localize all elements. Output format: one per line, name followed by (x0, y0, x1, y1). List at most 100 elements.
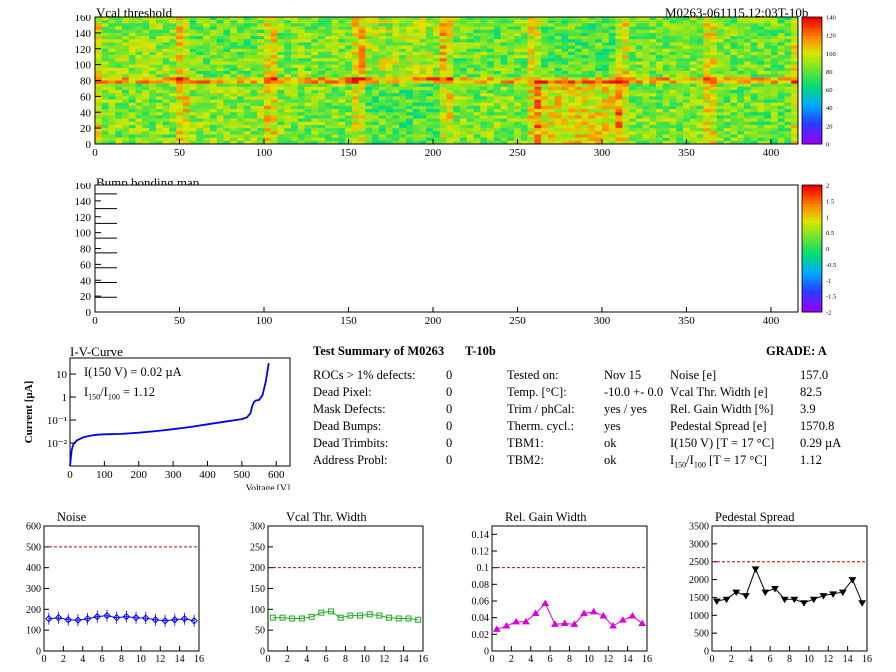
bump-scale-tick-3: 0.5 (826, 230, 834, 237)
summary-left-row-0-value: 0 (446, 368, 453, 382)
small-chart-2-ytick-7: 0.14 (472, 530, 490, 541)
bump-scale-tick-4: 0 (826, 246, 829, 253)
small-chart-3-ytick-4: 2000 (689, 575, 709, 586)
summary-right-row-1-label: Vcal Thr. Width [e] (670, 385, 768, 399)
vcal-xtick-5: 250 (509, 147, 526, 159)
bump-scale-tick-8: -2 (826, 310, 831, 317)
small-chart-2-xtick-2: 4 (528, 654, 533, 665)
small-chart-3-xtick-4: 8 (787, 654, 792, 665)
summary-right-row-0-label: Noise [e] (670, 368, 717, 382)
small-chart-3-point-0 (712, 598, 721, 605)
iv-xtick-1: 100 (96, 469, 113, 481)
iv-xlabel: Voltage [V] (246, 484, 290, 490)
summary-mid-row-3-value: yes (604, 419, 621, 433)
summary-tag: T-10b (465, 344, 496, 358)
small-chart-title-0: Noise (57, 510, 87, 524)
small-chart-2-xtick-3: 6 (548, 654, 553, 665)
small-chart-1-point-0 (269, 614, 276, 621)
small-chart-3-ytick-3: 1500 (689, 593, 709, 604)
small-chart-1-xtick-7: 14 (399, 654, 409, 665)
bump-bonding-map: 0 50 100 150 200 250 300 350 4000204060801001201… (75, 183, 837, 327)
small-chart-2: 0 2 4 6 8 10 12 14 16 0 0.02 0.04 0.06 0.08 0.1 0.12 0.1… (472, 525, 652, 665)
summary-mid-row-1-label: Temp. [°C]: (507, 385, 567, 399)
small-chart-3-point-9 (800, 600, 808, 607)
small-chart-1-ytick-2: 100 (250, 605, 265, 616)
vcal-ytick-5: 100 (75, 60, 92, 72)
vcal-ytick-3: 60 (80, 91, 92, 103)
grade: GRADE: A (766, 344, 827, 358)
small-chart-1-point-10 (366, 611, 373, 618)
small-chart-3-ytick-6: 3000 (689, 539, 709, 550)
small-chart-3-ytick-2: 1000 (689, 611, 709, 622)
bump-xtick-3: 150 (340, 315, 357, 327)
bump-scale-tick-7: -1.5 (826, 294, 836, 301)
small-chart-3-point-8 (790, 596, 799, 604)
small-chart-3-point-5 (761, 589, 770, 597)
small-chart-0-ytick-3: 300 (26, 584, 41, 595)
small-chart-3-point-11 (819, 593, 828, 600)
vcal-xtick-1: 50 (174, 147, 186, 159)
vcal-xtick-0: 0 (92, 147, 98, 159)
vcal-ytick-2: 40 (80, 107, 92, 119)
summary-mid-row-3-label: Therm. cycl.: (507, 419, 574, 433)
small-chart-0-xtick-8: 16 (194, 654, 204, 665)
small-chart-1-xtick-6: 12 (379, 654, 389, 665)
summary-mid-row-2-label: Trim / phCal: (507, 402, 575, 416)
small-chart-3-point-7 (780, 596, 789, 604)
summary-right-row-0-value: 157.0 (800, 368, 829, 382)
small-chart-3-xtick-6: 12 (823, 654, 833, 665)
iv-ylabel: Current [µA] (23, 381, 35, 444)
small-chart-3-xtick-8: 16 (862, 654, 872, 665)
vcal-xtick-4: 200 (425, 147, 442, 159)
small-chart-3-xtick-0: 0 (710, 654, 715, 665)
small-chart-3-point-14 (848, 577, 857, 584)
vcal-ytick-4: 80 (80, 76, 92, 88)
summary-mid-row-0-label: Tested on: (507, 368, 559, 382)
iv-annotation-ratio: I150/I100 = 1.12 (84, 385, 155, 402)
small-chart-0-xtick-5: 10 (136, 654, 146, 665)
small-chart-2-point-9 (580, 609, 588, 616)
iv-xtick-3: 300 (165, 469, 182, 481)
bump-ytick-0: 0 (86, 307, 92, 319)
summary-left-row-3-label: Dead Bumps: (313, 419, 382, 433)
small-chart-1-series-line (272, 610, 419, 621)
small-chart-0-ytick-0: 0 (36, 647, 41, 658)
summary-right-row-2-value: 3.9 (800, 402, 816, 416)
bump-scale-tick-6: -1 (826, 278, 831, 285)
vcal-xtick-7: 350 (678, 147, 695, 159)
small-chart-1-point-1 (279, 614, 286, 621)
summary-right-row-4-value: 0.29 µA (800, 436, 842, 450)
small-chart-3: 0 2 4 6 8 10 12 14 16 0 500 1000 1500 2000 2500 3000 350… (689, 522, 872, 665)
small-chart-3-xtick-2: 4 (748, 654, 753, 665)
summary-right-row-3-value: 1570.8 (800, 419, 835, 433)
small-chart-3-series-line (716, 567, 863, 604)
bump-ytick-2: 40 (80, 275, 92, 287)
summary-left-row-4-value: 0 (446, 436, 453, 450)
summary-title: Test Summary of M0263 (313, 344, 445, 358)
summary-mid-row-5-value: ok (604, 453, 617, 467)
bump-ytick-7: 140 (75, 196, 92, 208)
small-chart-1-xtick-4: 8 (343, 654, 348, 665)
summary-right-row-4-label: I(150 V) [T = 17 °C] (670, 436, 775, 450)
bump-xtick-6: 300 (594, 315, 611, 327)
small-chart-0-xtick-7: 14 (175, 654, 185, 665)
vcal-threshold-map: 0 50 100 150 200 250 300 350 4000204060801001201… (75, 15, 836, 159)
small-chart-1-ytick-4: 200 (250, 563, 265, 574)
small-chart-1-point-2 (289, 615, 296, 622)
small-chart-0-ytick-6: 600 (26, 522, 41, 533)
bump-ytick-1: 20 (80, 291, 92, 303)
small-chart-1-point-14 (405, 615, 412, 622)
small-chart-1-xtick-8: 16 (418, 654, 428, 665)
small-chart-2-point-8 (570, 620, 579, 627)
small-chart-0-xtick-2: 4 (80, 654, 85, 665)
vcal-scale-tick-7: 0 (826, 142, 829, 149)
small-chart-1-xtick-1: 2 (285, 654, 290, 665)
iv-ytick-0: 10 (56, 369, 68, 381)
small-chart-2-ytick-5: 0.1 (477, 563, 490, 574)
small-chart-1-point-8 (347, 612, 354, 619)
small-chart-1-xtick-2: 4 (304, 654, 309, 665)
small-chart-1-point-9 (357, 612, 364, 619)
small-chart-2-xtick-1: 2 (509, 654, 514, 665)
small-chart-1-point-11 (376, 612, 383, 619)
small-chart-2-ytick-6: 0.12 (472, 547, 490, 558)
